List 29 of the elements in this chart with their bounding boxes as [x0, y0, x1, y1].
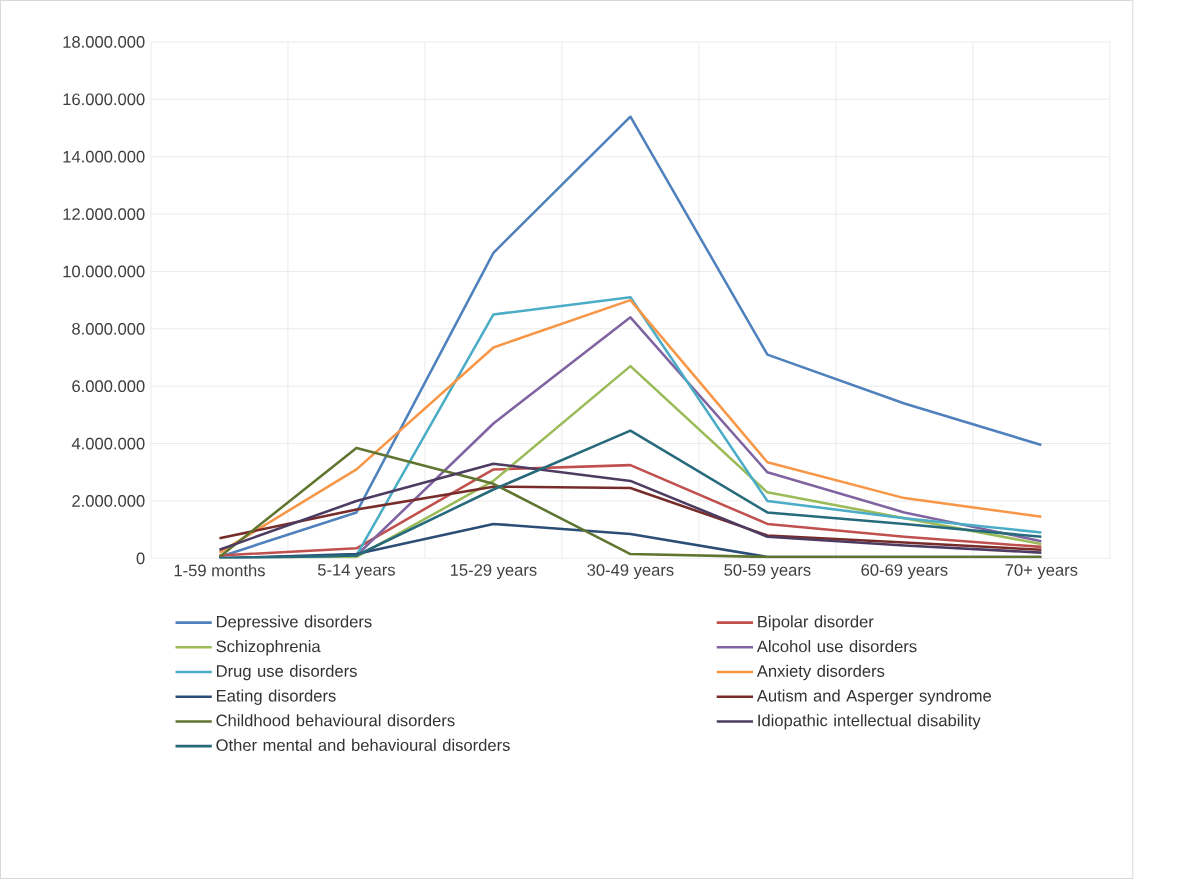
line-series	[218, 485, 1043, 552]
y-tick-label: 18.000.000	[63, 36, 145, 48]
y-tick-label: 2.000.000	[72, 495, 145, 507]
y-tick-label: 10.000.000	[63, 265, 145, 278]
legend-label: Eating disorders	[216, 689, 336, 705]
x-tick-label: 50-59 years	[724, 564, 811, 580]
x-tick-label: 5-14 years	[317, 564, 395, 580]
y-tick-label: 6.000.000	[72, 380, 145, 393]
x-tick-label: 70+ years	[1005, 564, 1078, 580]
y-tick-label: 16.000.000	[63, 93, 145, 106]
legend-label: Autism and Asperger syndrome	[756, 689, 991, 705]
legend-label: Drug use disorders	[216, 664, 357, 681]
y-tick-label: 8.000.000	[72, 323, 145, 335]
legend-label: Depressive disorders	[216, 615, 372, 631]
legend-label: Childhood behavioural disorders	[216, 714, 455, 727]
x-tick-label: 1-59 months	[174, 564, 265, 577]
x-tick-label: 30-49 years	[587, 564, 674, 580]
legend-label: Anxiety disorders	[756, 664, 885, 681]
legend-label: Other mental and behavioural disorders	[216, 738, 510, 752]
legend-label: Idiopathic intellectual disability	[758, 714, 981, 730]
y-tick-label: 12.000.000	[63, 208, 145, 220]
x-tick-label: 60-69 years	[861, 564, 948, 580]
legend-label: Alcohol use disorders	[756, 640, 917, 653]
y-tick-label: 14.000.000	[63, 150, 145, 163]
legend-label: Schizophrenia	[216, 640, 321, 656]
legend-label: Bipolar disorder	[758, 615, 874, 631]
x-tick-label: 15-29 years	[450, 564, 537, 580]
y-tick-label: 4.000.000	[71, 437, 145, 450]
y-tick-label: 0	[136, 552, 145, 565]
